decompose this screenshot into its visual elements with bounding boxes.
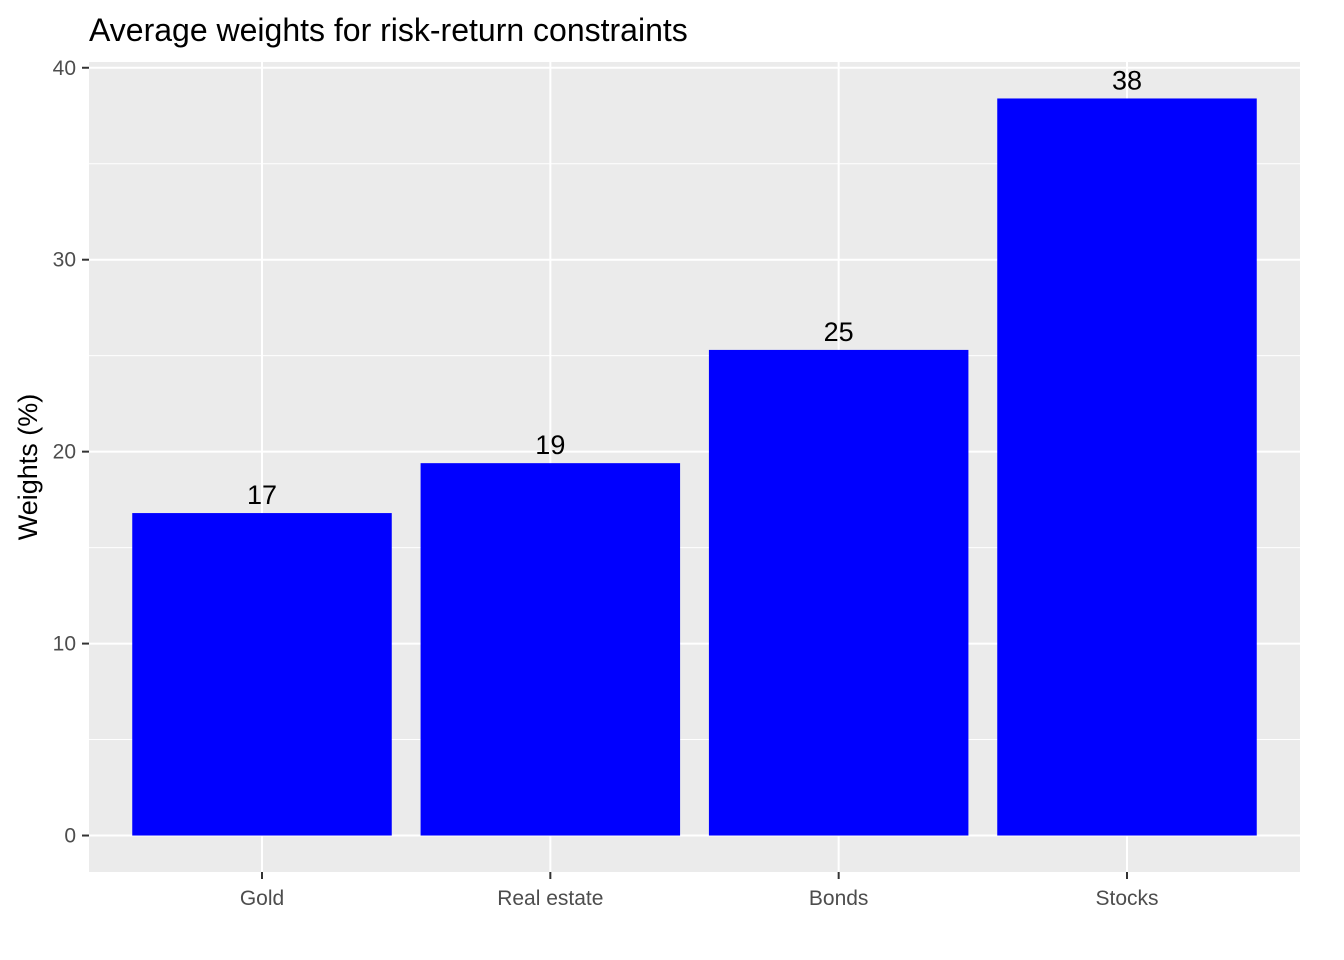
x-tick-label: Real estate xyxy=(497,887,603,910)
x-axis: Gold Real estate Bonds Stocks xyxy=(240,872,1159,910)
bar-value-labels: 17 19 25 38 xyxy=(247,65,1142,510)
y-axis: 0 10 20 30 40 xyxy=(53,57,89,848)
bar-value-label: 17 xyxy=(247,480,277,510)
bars xyxy=(132,98,1257,836)
x-tick-label: Gold xyxy=(240,887,284,910)
y-tick-label: 20 xyxy=(53,441,76,464)
bar xyxy=(708,349,969,836)
bar-value-label: 38 xyxy=(1112,65,1142,95)
y-tick-label: 10 xyxy=(53,633,76,656)
x-tick-label: Bonds xyxy=(809,887,869,910)
y-axis-title: Weights (%) xyxy=(13,394,43,541)
bar xyxy=(997,98,1257,836)
x-tick-label: Stocks xyxy=(1095,887,1158,910)
chart-title: Average weights for risk-return constrai… xyxy=(89,12,688,48)
bar-value-label: 19 xyxy=(535,430,565,460)
y-tick-label: 40 xyxy=(53,57,76,80)
y-tick-label: 30 xyxy=(53,249,76,272)
bar-value-label: 25 xyxy=(824,317,854,347)
y-tick-label: 0 xyxy=(64,825,76,848)
bar xyxy=(420,463,681,836)
bar xyxy=(132,513,392,836)
